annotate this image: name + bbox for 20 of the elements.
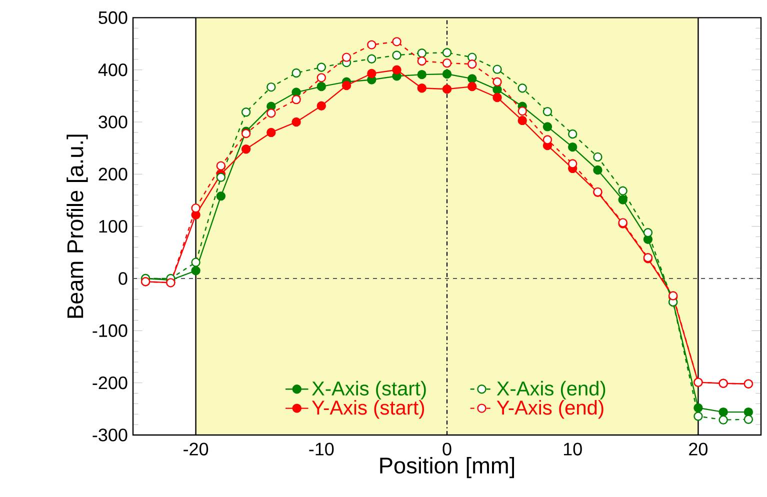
y-tick-label: 500 — [98, 11, 128, 24]
y-tick-label: 100 — [99, 220, 128, 233]
y-tick-label: -100 — [92, 324, 128, 338]
legend-label: Y-Axis (start) — [312, 400, 424, 419]
x-tick-label: 20 — [689, 442, 708, 456]
y-tick-label: 200 — [98, 168, 128, 181]
x-tick-label: 0 — [442, 442, 452, 456]
y-tick-label: 300 — [98, 116, 128, 128]
y-axis-title: Beam Profile [a.u.] — [66, 134, 88, 318]
x-tick-label: -20 — [184, 442, 208, 456]
legend-label: Y-Axis (end) — [496, 400, 604, 419]
x-tick-label: 10 — [564, 442, 582, 456]
x-axis-title: Position [mm] — [380, 456, 514, 478]
x-tick-label: -10 — [309, 442, 334, 456]
y-tick-label: 0 — [118, 272, 128, 285]
y-tick-label: -200 — [92, 376, 128, 390]
legend-label: X-Axis (start) — [312, 380, 426, 400]
y-tick-label: -300 — [92, 428, 128, 442]
y-tick-label: 400 — [98, 63, 128, 76]
legend-label: X-Axis (end) — [496, 380, 606, 400]
